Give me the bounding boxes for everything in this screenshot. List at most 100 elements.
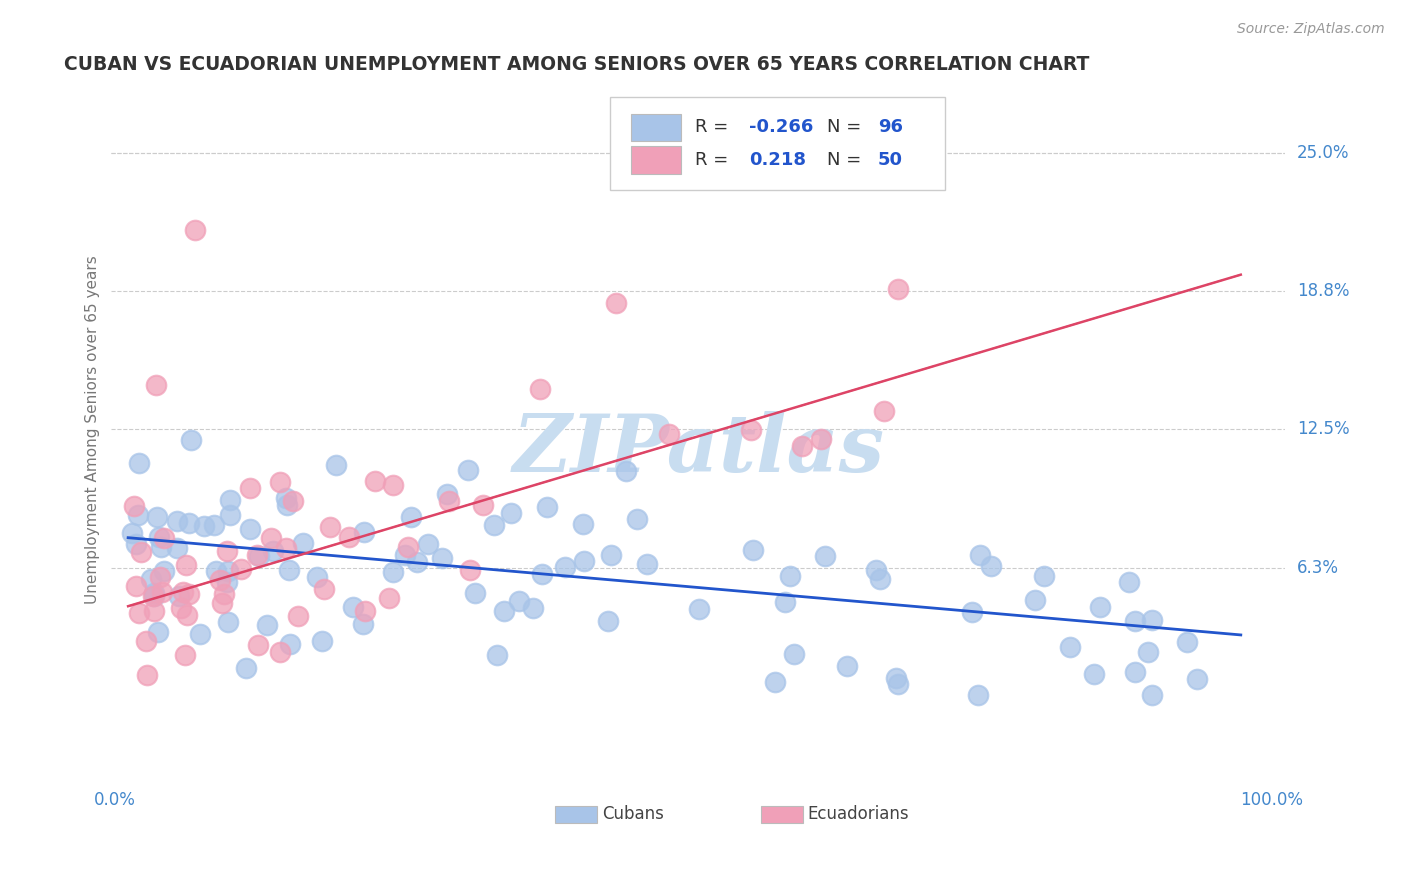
Point (239, 481, 262, 495)
Point (508, 594, 530, 608)
Point (128, 457, 150, 471)
Point (531, 567, 554, 582)
Point (458, 563, 481, 577)
Text: -0.266: -0.266 (749, 119, 813, 136)
Point (128, 606, 150, 620)
Point (1136, 645, 1159, 659)
Point (980, 559, 1002, 574)
FancyBboxPatch shape (631, 146, 681, 174)
Text: N =: N = (828, 151, 862, 169)
Point (179, 516, 201, 530)
Y-axis label: Unemployment Among Seniors over 65 years: Unemployment Among Seniors over 65 years (86, 255, 100, 604)
Point (149, 570, 172, 584)
Point (1140, 613, 1163, 627)
Point (276, 491, 298, 505)
Point (1059, 640, 1081, 654)
Point (121, 525, 143, 540)
Point (779, 569, 801, 583)
Point (127, 508, 149, 522)
Point (835, 658, 858, 673)
Text: 100.0%: 100.0% (1240, 791, 1303, 809)
Point (353, 525, 375, 540)
Point (125, 537, 148, 551)
Point (381, 565, 404, 579)
Point (256, 618, 278, 632)
FancyBboxPatch shape (555, 805, 598, 823)
Point (172, 584, 194, 599)
Point (790, 440, 813, 454)
Point (1140, 688, 1163, 702)
Point (529, 382, 551, 396)
Text: 50: 50 (877, 151, 903, 169)
Text: 0.0%: 0.0% (94, 791, 135, 809)
Point (219, 508, 242, 522)
Point (145, 510, 167, 524)
Point (174, 558, 197, 572)
Point (382, 478, 405, 492)
Point (217, 564, 239, 578)
Point (742, 543, 765, 558)
Point (193, 519, 215, 533)
Point (887, 677, 910, 691)
Point (1083, 666, 1105, 681)
Text: 0.218: 0.218 (749, 151, 806, 169)
Point (783, 647, 806, 661)
Text: R =: R = (695, 119, 728, 136)
Point (129, 545, 152, 559)
Point (215, 574, 238, 589)
Point (1088, 599, 1111, 614)
Text: N =: N = (828, 119, 862, 136)
Point (394, 548, 416, 562)
Point (810, 432, 832, 446)
Point (396, 541, 419, 555)
Point (239, 522, 262, 536)
Point (208, 573, 231, 587)
Point (399, 510, 422, 524)
Point (636, 557, 658, 571)
Point (145, 378, 167, 392)
Point (554, 560, 576, 574)
Point (873, 404, 896, 418)
Point (472, 498, 495, 512)
Point (763, 674, 786, 689)
FancyBboxPatch shape (610, 97, 945, 190)
Point (135, 634, 157, 648)
Point (572, 554, 595, 568)
Point (143, 589, 166, 603)
Point (337, 530, 360, 544)
Point (229, 562, 252, 576)
Point (135, 668, 157, 682)
Point (188, 627, 211, 641)
Point (436, 486, 458, 500)
Text: 18.8%: 18.8% (1298, 282, 1350, 301)
Point (262, 543, 284, 558)
Point (283, 494, 305, 508)
Point (312, 582, 335, 597)
Text: 25.0%: 25.0% (1298, 145, 1350, 162)
Point (202, 517, 225, 532)
Point (125, 579, 148, 593)
Point (814, 549, 837, 564)
Text: CUBAN VS ECUADORIAN UNEMPLOYMENT AMONG SENIORS OVER 65 YEARS CORRELATION CHART: CUBAN VS ECUADORIAN UNEMPLOYMENT AMONG S… (65, 55, 1090, 74)
Point (212, 586, 235, 600)
Point (775, 595, 797, 609)
Point (179, 587, 201, 601)
Point (148, 530, 170, 544)
Point (869, 572, 891, 586)
Point (287, 608, 309, 623)
Point (218, 492, 240, 507)
Point (598, 614, 620, 628)
Point (887, 282, 910, 296)
Point (1024, 592, 1046, 607)
Point (1125, 614, 1147, 628)
Point (269, 645, 291, 659)
Point (180, 433, 202, 447)
Point (150, 540, 173, 554)
Point (969, 549, 991, 563)
Point (342, 600, 364, 615)
Point (1118, 575, 1140, 590)
Point (260, 531, 283, 545)
Point (962, 605, 984, 619)
Point (153, 531, 176, 545)
Point (1032, 569, 1054, 583)
